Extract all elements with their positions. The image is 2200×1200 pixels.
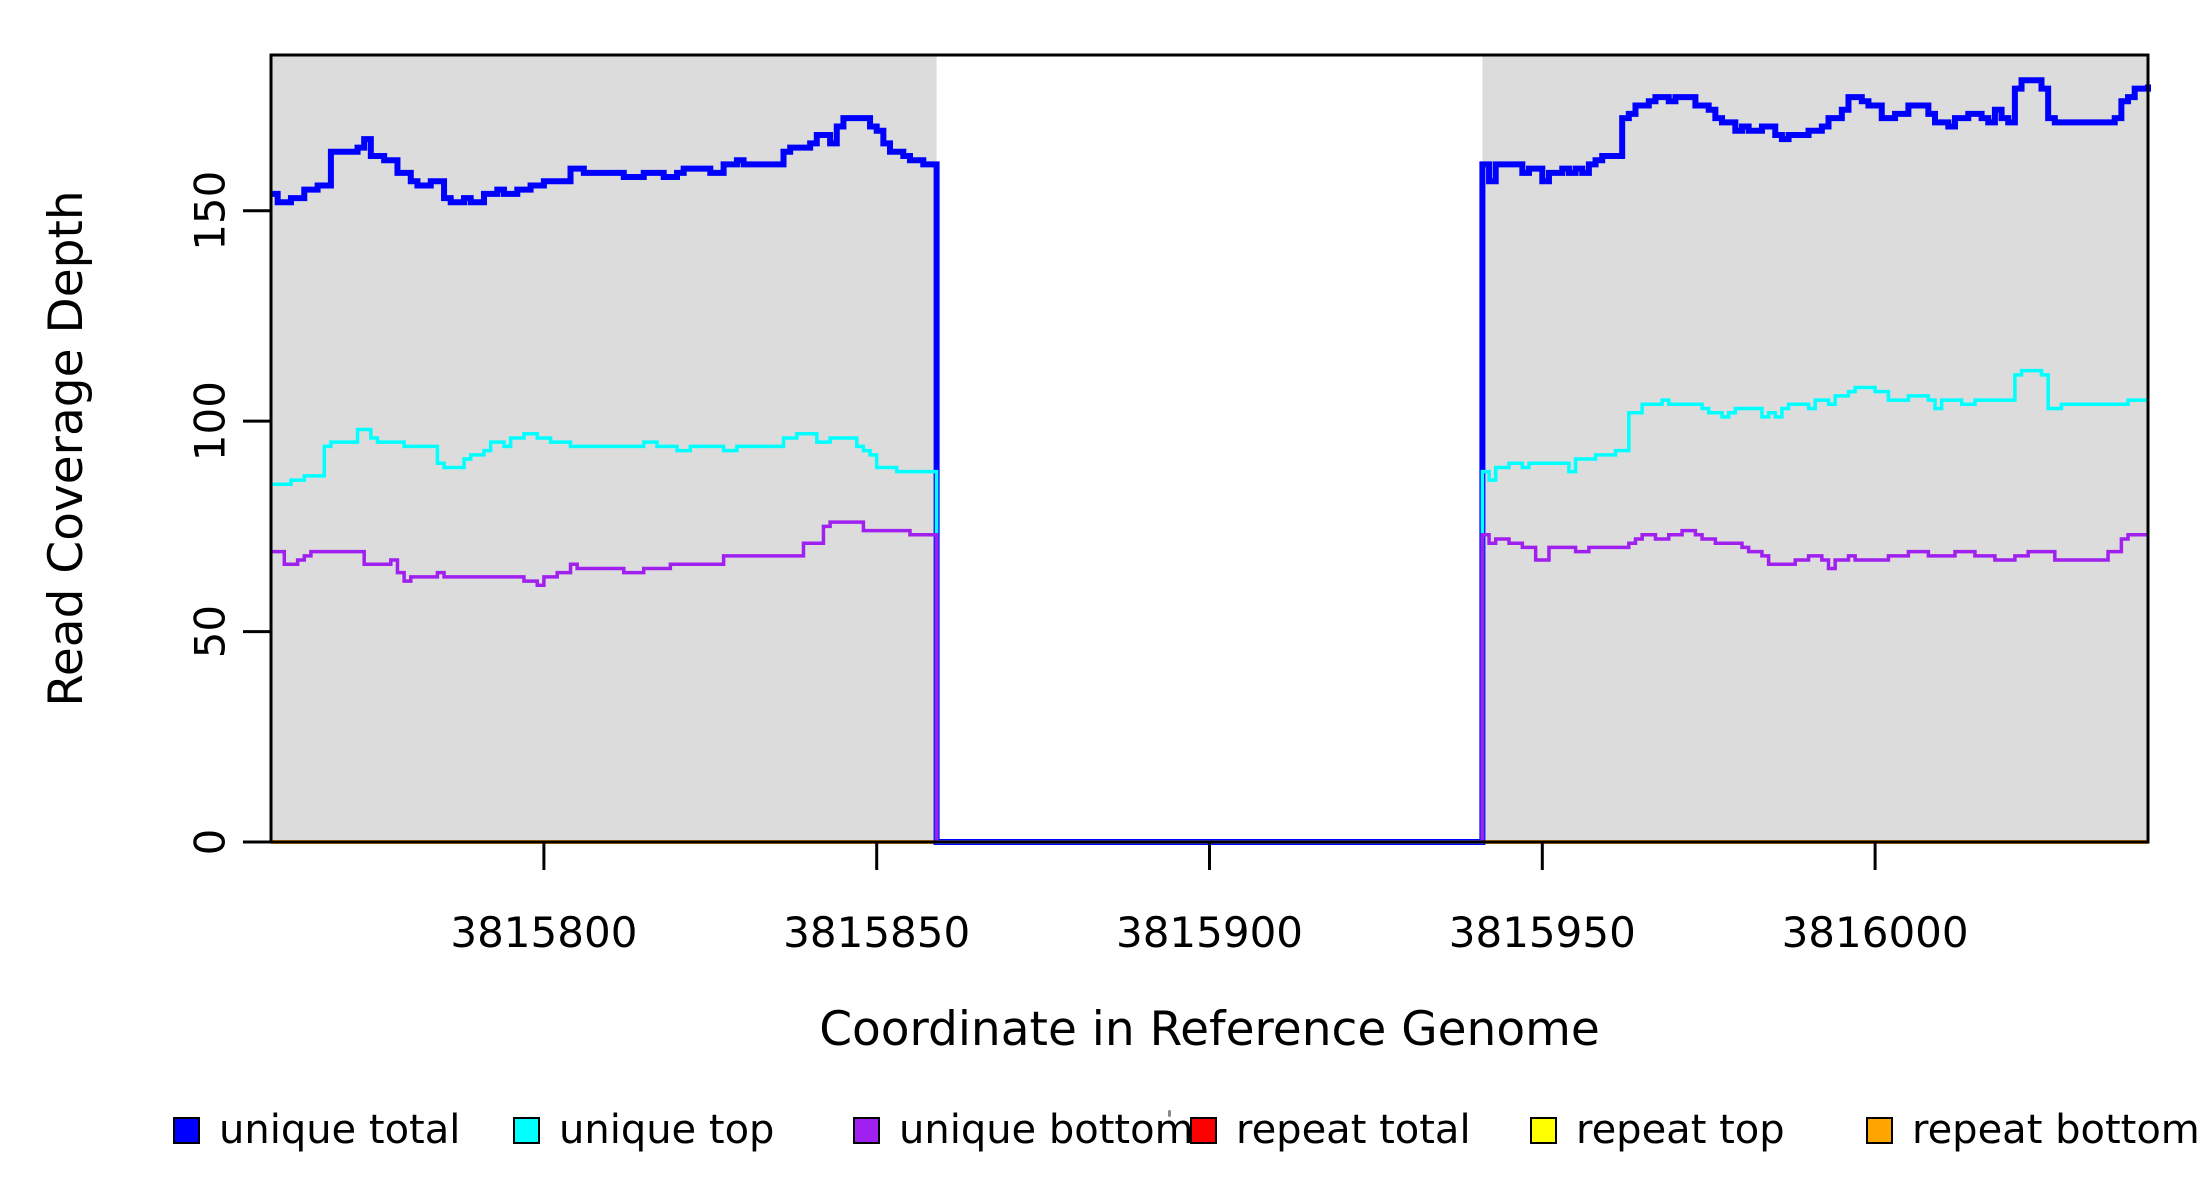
legend-item-repeat-total: repeat total <box>1190 1108 1471 1152</box>
legend: unique total unique top unique bottom repea… <box>0 1108 2200 1160</box>
alignability-band-1 <box>1482 55 2148 842</box>
x-tick-label: 3815900 <box>1116 908 1303 957</box>
series-line-unique-bottom <box>271 520 2148 844</box>
y-tick-label: 50 <box>186 605 235 658</box>
y-tick-label: 150 <box>186 171 235 251</box>
x-tick-label: 3815850 <box>783 908 970 957</box>
legend-swatch-unique-top <box>513 1116 540 1144</box>
legend-label-repeat-top: repeat top <box>1576 1107 1785 1153</box>
legend-label-unique-top: unique top <box>559 1107 775 1153</box>
shaded-bands <box>271 55 2148 842</box>
stray-dot <box>1168 1110 1171 1117</box>
series-line-unique-top <box>271 368 2148 844</box>
alignability-band-0 <box>271 55 937 842</box>
legend-item-unique-bottom: unique bottom <box>853 1108 1194 1152</box>
legend-swatch-repeat-total <box>1190 1116 1217 1144</box>
legend-label-repeat-total: repeat total <box>1236 1107 1471 1153</box>
legend-label-unique-total: unique total <box>219 1107 461 1153</box>
legend-item-unique-top: unique top <box>513 1108 774 1152</box>
x-axis-title: Coordinate in Reference Genome <box>819 1002 1600 1057</box>
x-tick-label: 3816000 <box>1782 908 1969 957</box>
x-tick-label: 3815950 <box>1449 908 1636 957</box>
legend-swatch-repeat-top <box>1530 1116 1557 1144</box>
legend-label-unique-bottom: unique bottom <box>899 1107 1194 1153</box>
legend-item-repeat-top: repeat top <box>1530 1108 1785 1152</box>
axes: 3815800 3815850 3815900 3815950 3816000 0 50 10… <box>39 171 1969 1057</box>
series-line-unique-total <box>271 77 2151 845</box>
legend-label-repeat-bottom: repeat bottom <box>1912 1107 2200 1153</box>
legend-item-repeat-bottom: repeat bottom <box>1866 1108 2200 1152</box>
y-tick-label: 0 <box>186 829 235 856</box>
legend-item-unique-total: unique total <box>173 1108 460 1152</box>
legend-swatch-repeat-bottom <box>1866 1116 1893 1144</box>
y-axis-title: Read Coverage Depth <box>39 190 94 706</box>
legend-swatch-unique-bottom <box>853 1116 880 1144</box>
legend-swatch-unique-total <box>173 1116 200 1144</box>
y-tick-label: 100 <box>186 381 235 461</box>
x-tick-label: 3815800 <box>450 908 637 957</box>
